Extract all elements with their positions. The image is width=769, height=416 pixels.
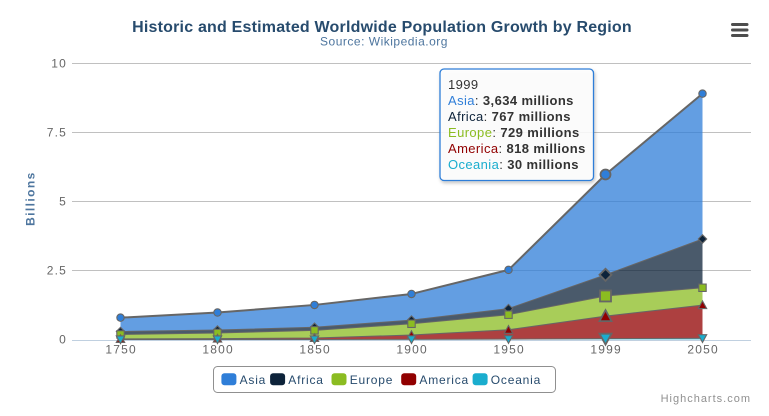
svg-text:America: America <box>419 373 469 387</box>
svg-text:Asia: 3,634 millions: Asia: 3,634 millions <box>448 93 574 108</box>
svg-text:Source: Wikipedia.org: Source: Wikipedia.org <box>320 35 448 49</box>
svg-text:1850: 1850 <box>299 343 331 357</box>
svg-text:1900: 1900 <box>396 343 428 357</box>
svg-text:7.5: 7.5 <box>47 126 67 140</box>
svg-text:Europe: Europe <box>350 373 394 387</box>
svg-text:2.5: 2.5 <box>47 264 67 278</box>
svg-text:Africa: 767 millions: Africa: 767 millions <box>448 109 571 124</box>
svg-text:2050: 2050 <box>687 343 719 357</box>
svg-text:Billions: Billions <box>24 171 38 226</box>
svg-text:Highcharts.com: Highcharts.com <box>661 393 751 405</box>
svg-text:1800: 1800 <box>202 343 234 357</box>
svg-text:Asia: Asia <box>240 373 267 387</box>
svg-text:1950: 1950 <box>493 343 525 357</box>
svg-text:0: 0 <box>59 333 67 347</box>
svg-text:Historic and Estimated Worldwi: Historic and Estimated Worldwide Populat… <box>132 19 632 36</box>
svg-text:1999: 1999 <box>590 343 622 357</box>
svg-text:1750: 1750 <box>105 343 137 357</box>
svg-text:Africa: Africa <box>288 373 323 387</box>
svg-text:America: 818 millions: America: 818 millions <box>448 141 586 156</box>
svg-text:Oceania: Oceania <box>491 373 541 387</box>
svg-text:10: 10 <box>51 57 67 71</box>
svg-text:Oceania: 30 millions: Oceania: 30 millions <box>448 157 579 172</box>
svg-text:Europe: 729 millions: Europe: 729 millions <box>448 125 580 140</box>
svg-text:1999: 1999 <box>448 77 479 92</box>
svg-text:5: 5 <box>59 195 67 209</box>
